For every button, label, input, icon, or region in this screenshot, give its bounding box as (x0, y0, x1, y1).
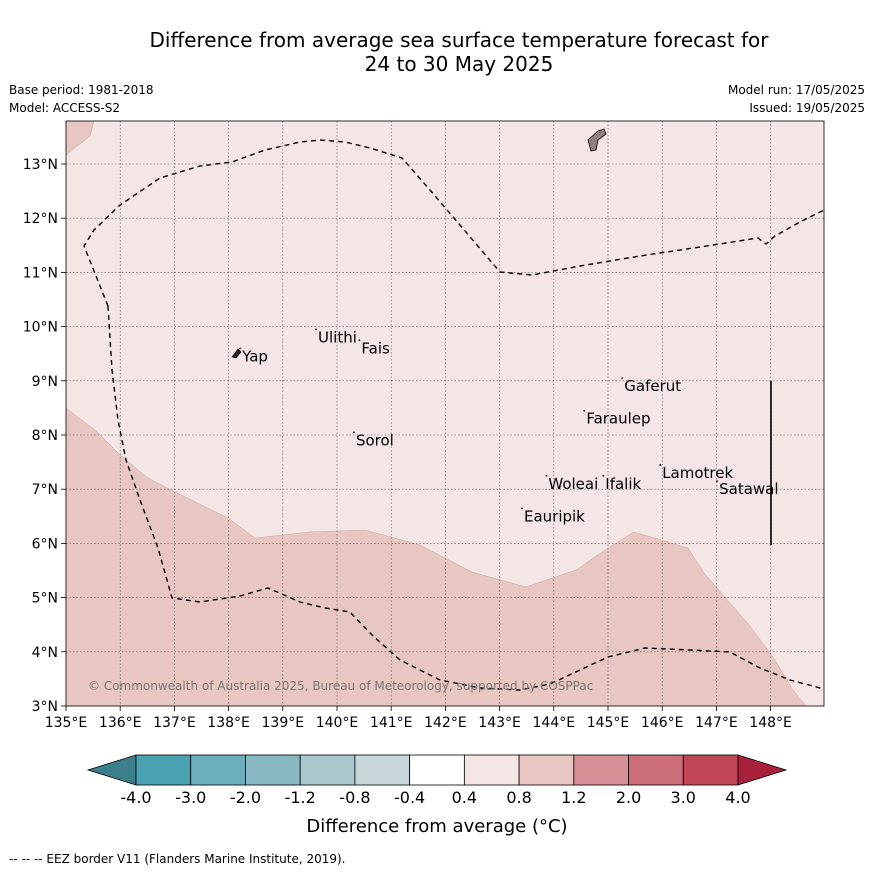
lon-tick-label: 144°E (533, 715, 576, 731)
colorbar-tick-label: 2.0 (616, 788, 641, 807)
colorbar-tick-label: -0.8 (339, 788, 370, 807)
colorbar-cell (463, 754, 520, 786)
lat-tick-label: 5°N (32, 591, 58, 607)
colorbar-cell (682, 754, 739, 786)
colorbar-under-arrow (86, 754, 137, 786)
map-title: Difference from average sea surface temp… (0, 28, 873, 76)
lat-tick-label: 12°N (23, 211, 58, 227)
graticule (66, 121, 824, 706)
guam-land (587, 128, 607, 152)
lon-tick-label: 145°E (587, 715, 630, 731)
copyright-note: © Commonwealth of Australia 2025, Bureau… (88, 679, 593, 693)
colorbar-tick-label: 0.4 (452, 788, 477, 807)
place-marker (353, 431, 355, 434)
place-marker (621, 377, 624, 380)
colorbar: -4.0 -3.0 -2.0 -1.2 -0.8 -0.4 0.4 0.8 1.2 2.0 3.0 4… (86, 754, 788, 837)
place-marker (659, 464, 662, 466)
lon-tick-label: 143°E (478, 715, 521, 731)
colorbar-tick-label: -2.0 (230, 788, 261, 807)
colorbar-cell (354, 754, 411, 786)
lon-tick-label: 142°E (424, 715, 467, 731)
colorbar-cell (190, 754, 246, 786)
colorbar-cell (245, 754, 301, 786)
meta-left: Base period: 1981-2018 Model: ACCESS-S2 (9, 81, 154, 117)
colorbar-cell (299, 754, 356, 786)
lat-tick-label: 6°N (32, 536, 58, 552)
place-marker (602, 474, 605, 477)
lon-tick-label: 146°E (641, 715, 684, 731)
colorbar-cell (573, 754, 629, 786)
eez-border-north (83, 139, 824, 307)
eez-footer-note: -- -- -- EEZ border V11 (Flanders Marine… (9, 852, 346, 866)
colorbar-tick-label: -0.4 (394, 788, 425, 807)
lat-tick-label: 8°N (32, 428, 58, 444)
lon-tick-label: 137°E (153, 715, 196, 731)
place-marker (315, 328, 317, 331)
lat-tick-label: 7°N (32, 482, 58, 498)
lat-tick-label: 11°N (23, 265, 58, 281)
base-period: Base period: 1981-2018 (9, 83, 154, 97)
colorbar-cells (135, 754, 739, 786)
place-label: Woleai (548, 475, 598, 493)
colorbar-tick-label: 0.8 (506, 788, 531, 807)
lat-tick-label: 10°N (23, 320, 58, 336)
place-label: Faraulep (586, 410, 650, 428)
place-label: Ifalik (605, 475, 641, 493)
place-label: Fais (361, 339, 390, 357)
lon-tick-label: 147°E (695, 715, 738, 731)
colorbar-cell (135, 754, 192, 786)
place-label: Satawal (719, 480, 778, 498)
model-run: Model run: 17/05/2025 (727, 83, 865, 97)
title-line-1: Difference from average sea surface temp… (149, 28, 769, 52)
place-label: Gaferut (624, 377, 681, 395)
meta-right: Model run: 17/05/2025 Issued: 19/05/2025 (728, 81, 865, 117)
colorbar-label: Difference from average (°C) (306, 816, 567, 837)
colorbar-cell (628, 754, 684, 786)
lon-tick-label: 136°E (99, 715, 142, 731)
place-marker (239, 347, 242, 350)
colorbar-cell (518, 754, 575, 786)
lon-tick-label: 138°E (207, 715, 250, 731)
axis-ticks: 135°E 136°E 137°E 138°E 139°E 140°E 141°E 142°E… (23, 157, 792, 731)
colorbar-tick-label: 1.2 (561, 788, 586, 807)
colorbar-tick-label: 4.0 (725, 788, 750, 807)
place-marker (521, 507, 523, 510)
place-marker (358, 339, 361, 342)
colorbar-cell (409, 754, 465, 786)
lon-tick-label: 148°E (749, 715, 792, 731)
place-marker (545, 474, 548, 477)
place-label: Eauripik (524, 507, 585, 525)
anomaly-band-0-8-1-2-northwest (66, 121, 95, 156)
lat-tick-label: 3°N (32, 699, 58, 715)
place-marker (716, 480, 719, 483)
lat-tick-label: 4°N (32, 645, 58, 661)
model-name: Model: ACCESS-S2 (9, 101, 121, 115)
colorbar-ticks: -4.0 -3.0 -2.0 -1.2 -0.8 -0.4 0.4 0.8 1.2 2.0 3.0 4… (120, 788, 750, 807)
place-label: Sorol (356, 431, 394, 449)
lon-tick-label: 141°E (370, 715, 413, 731)
colorbar-tick-label: -4.0 (120, 788, 151, 807)
lat-tick-label: 9°N (32, 374, 58, 390)
place-marker (583, 409, 586, 412)
colorbar-tick-label: -3.0 (175, 788, 206, 807)
colorbar-over-arrow (737, 754, 788, 786)
title-line-2: 24 to 30 May 2025 (364, 52, 554, 76)
eez-border-south (107, 305, 824, 691)
place-label: Ulithi (318, 328, 357, 346)
lon-tick-label: 139°E (262, 715, 305, 731)
colorbar-tick-label: 3.0 (671, 788, 696, 807)
anomaly-band-0-8-1-2-south (66, 407, 807, 706)
lon-tick-label: 140°E (316, 715, 359, 731)
lon-tick-label: 135°E (45, 715, 88, 731)
yap-land (231, 348, 242, 359)
place-label: Lamotrek (662, 464, 733, 482)
place-label: Yap (241, 347, 268, 365)
issued-date: Issued: 19/05/2025 (749, 101, 865, 115)
lat-tick-label: 13°N (23, 157, 58, 173)
colorbar-tick-label: -1.2 (285, 788, 316, 807)
